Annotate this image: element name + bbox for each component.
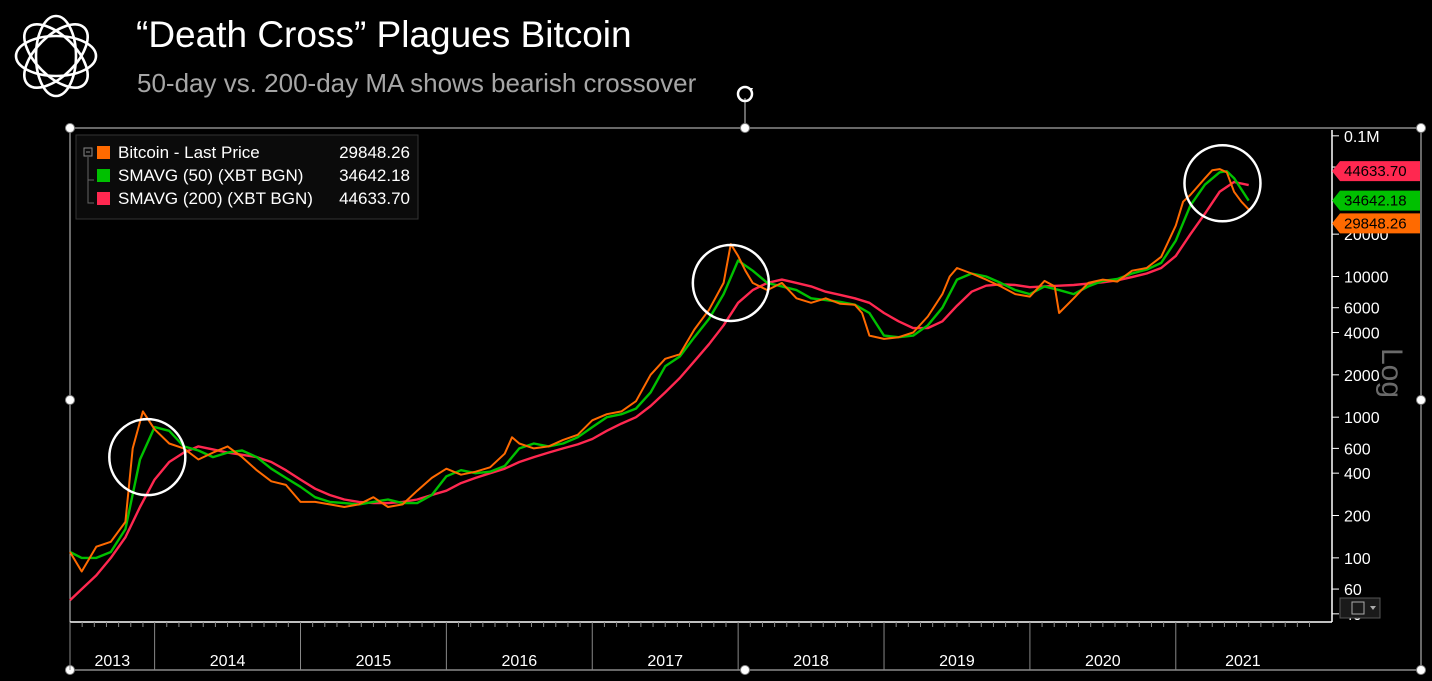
x-tick-label-3: 2016 [502, 653, 538, 670]
y-tick-label-0: 0.1M [1344, 129, 1380, 146]
legend-label-2: SMAVG (200) (XBT BGN) [118, 189, 313, 208]
chart-options-widget[interactable] [1339, 597, 1381, 619]
x-tick-label-6: 2019 [939, 653, 975, 670]
highlight-circle-1 [691, 243, 771, 323]
resize-handle-2[interactable] [1416, 123, 1426, 133]
flower-logo-icon [14, 14, 98, 98]
resize-handle-3[interactable] [65, 395, 75, 405]
series-line-2 [69, 180, 1249, 602]
resize-handle-0[interactable] [65, 123, 75, 133]
x-tick-label-0: 2013 [95, 653, 131, 670]
y-tick-label-9: 400 [1344, 466, 1371, 483]
y-tick-label-7: 1000 [1344, 410, 1380, 427]
chart-subtitle: 50-day vs. 200-day MA shows bearish cros… [137, 68, 697, 98]
highlight-circle-2 [1183, 144, 1262, 223]
y-tick-label-4: 6000 [1344, 301, 1380, 318]
legend-swatch-2 [97, 192, 110, 205]
x-axis-ticks: 2013 2014 2015 2016 2017 2018 2019 2020 2021 [69, 622, 1311, 670]
x-tick-label-2: 2015 [356, 653, 392, 670]
y-scale-label: Log [1375, 348, 1408, 398]
y-tick-label-3: 10000 [1344, 270, 1389, 287]
legend-label-0: Bitcoin - Last Price [118, 143, 260, 162]
legend-value-2: 44633.70 [339, 189, 410, 208]
resize-handle-4[interactable] [1416, 395, 1426, 405]
y-tick-label-6: 2000 [1344, 368, 1380, 385]
legend-collapse-icon[interactable] [83, 147, 94, 204]
last-label-text-1: 34642.18 [1344, 193, 1407, 210]
resize-handle-1[interactable] [740, 123, 750, 133]
resize-handle-6[interactable] [740, 665, 750, 675]
series-layer [69, 168, 1250, 602]
y-tick-label-11: 100 [1344, 551, 1371, 568]
legend-swatch-0 [97, 146, 110, 159]
last-label-box-0 [1332, 213, 1420, 234]
x-tick-label-7: 2020 [1085, 653, 1121, 670]
last-label-text-0: 29848.26 [1344, 215, 1407, 232]
legend-label-1: SMAVG (50) (XBT BGN) [118, 166, 303, 185]
legend-swatch-1 [97, 169, 110, 182]
rotate-handle[interactable] [736, 85, 754, 103]
legend: Bitcoin - Last Price 29848.26 SMAVG (50) (… [75, 134, 419, 220]
series-line-0 [69, 168, 1250, 573]
last-label-box-2 [1332, 161, 1420, 182]
series-line-1 [69, 170, 1250, 560]
resize-handles[interactable] [65, 123, 1426, 675]
resize-handle-7[interactable] [1416, 665, 1426, 675]
highlight-circle-0 [108, 417, 187, 497]
x-tick-label-8: 2021 [1225, 653, 1261, 670]
y-tick-label-12: 60 [1344, 582, 1362, 599]
legend-value-1: 34642.18 [339, 166, 410, 185]
y-tick-label-10: 200 [1344, 509, 1371, 526]
x-tick-label-1: 2014 [210, 653, 246, 670]
x-tick-label-5: 2018 [793, 653, 829, 670]
last-label-text-2: 44633.70 [1344, 163, 1407, 180]
last-value-labels: 44633.70 34642.18 29848.26 [1332, 161, 1420, 234]
x-tick-label-4: 2017 [647, 653, 683, 670]
last-label-box-1 [1332, 190, 1420, 211]
chart-title: “Death Cross” Plagues Bitcoin [136, 14, 632, 55]
annotation-layer [108, 144, 1262, 497]
y-tick-label-8: 600 [1344, 441, 1371, 458]
legend-value-0: 29848.26 [339, 143, 410, 162]
y-tick-label-5: 4000 [1344, 325, 1380, 342]
